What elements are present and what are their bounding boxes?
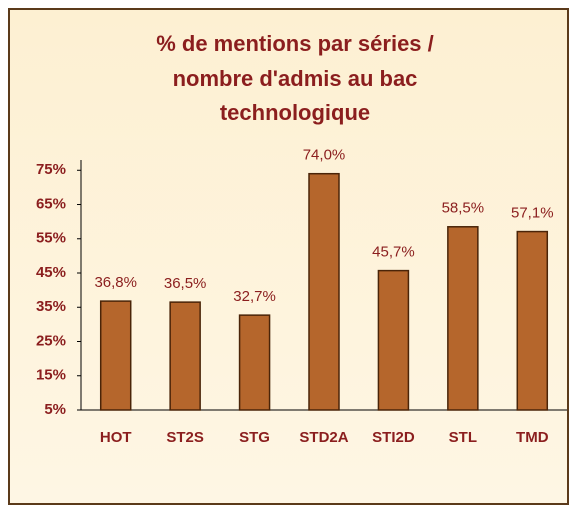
value-label: 57,1%	[511, 205, 554, 222]
y-tick-label: 15%	[36, 367, 66, 384]
x-tick-label: STD2A	[299, 429, 348, 446]
x-tick-label: STL	[449, 429, 477, 446]
value-label: 74,0%	[303, 147, 346, 164]
x-tick-label: ST2S	[166, 429, 204, 446]
y-tick-label: 25%	[36, 332, 66, 349]
y-tick-label: 35%	[36, 298, 66, 315]
value-label: 36,5%	[164, 275, 207, 292]
x-tick-label: STI2D	[372, 429, 415, 446]
bar	[447, 226, 479, 411]
value-label: 45,7%	[372, 244, 415, 261]
y-tick-label: 65%	[36, 195, 66, 212]
chart-title: % de mentions par séries /	[156, 31, 434, 56]
chart-title: nombre d'admis au bac	[173, 66, 418, 91]
y-tick-label: 75%	[36, 161, 66, 178]
x-tick-label: STG	[239, 429, 270, 446]
bar	[169, 301, 201, 411]
bar	[516, 230, 549, 411]
bar	[99, 300, 132, 411]
value-label: 32,7%	[233, 288, 276, 305]
bar	[377, 269, 410, 411]
value-label: 58,5%	[442, 200, 485, 217]
chart-title: technologique	[220, 100, 370, 125]
y-tick-label: 55%	[36, 230, 66, 247]
y-tick-label: 5%	[44, 401, 66, 418]
value-label: 36,8%	[94, 274, 137, 291]
bar	[308, 172, 340, 411]
bar	[238, 314, 271, 411]
y-tick-label: 45%	[36, 264, 66, 281]
x-tick-label: TMD	[516, 429, 549, 446]
x-tick-label: HOT	[100, 429, 132, 446]
